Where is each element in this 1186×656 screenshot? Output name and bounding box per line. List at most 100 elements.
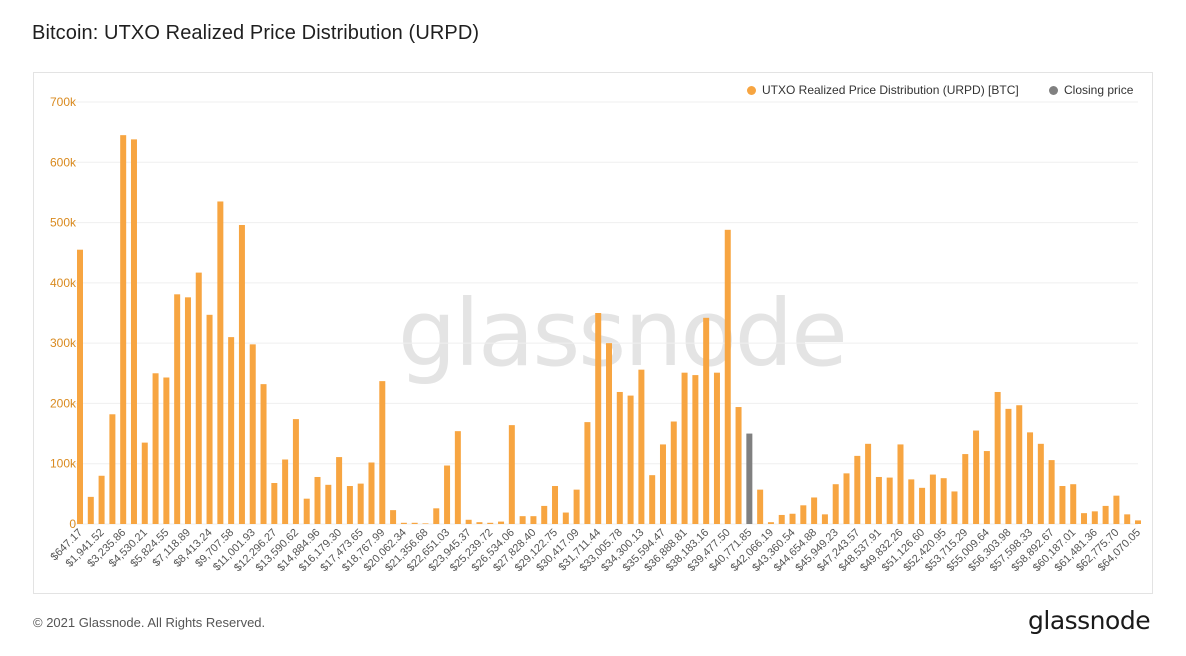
urpd-bar (400, 522, 407, 524)
urpd-bar (1102, 505, 1109, 524)
legend-item-urpd[interactable]: UTXO Realized Price Distribution (URPD) … (747, 83, 1019, 97)
urpd-bar (228, 337, 235, 524)
urpd-bar (260, 384, 267, 524)
urpd-bar (713, 372, 720, 524)
urpd-bar (1070, 484, 1077, 524)
urpd-bar (508, 425, 515, 524)
urpd-bar (832, 484, 839, 524)
urpd-bar (606, 343, 612, 524)
closing-price-bar (746, 433, 753, 524)
urpd-bar (519, 516, 526, 524)
urpd-bar (865, 443, 872, 524)
urpd-bar (659, 444, 666, 524)
urpd-bar (271, 483, 278, 524)
urpd-bar (379, 381, 386, 524)
urpd-bar (530, 516, 537, 524)
urpd-bar (476, 522, 483, 524)
y-tick-label: 300k (50, 336, 77, 350)
urpd-bar (195, 272, 202, 524)
urpd-bar (357, 483, 364, 524)
urpd-bar (854, 455, 861, 524)
urpd-bar (875, 476, 882, 524)
urpd-bar (789, 513, 796, 524)
urpd-bar (649, 475, 656, 524)
urpd-bar (109, 414, 116, 524)
urpd-bar (1048, 460, 1055, 524)
urpd-bar (1016, 405, 1023, 524)
urpd-bar (1059, 486, 1066, 524)
urpd-bar (886, 477, 893, 524)
urpd-bar (616, 391, 623, 524)
urpd-bar (487, 522, 494, 524)
urpd-bar (303, 498, 310, 524)
urpd-bar (368, 462, 375, 524)
urpd-bar (346, 486, 353, 524)
urpd-bar (811, 497, 818, 524)
urpd-bar (929, 474, 936, 524)
urpd-bar (821, 514, 828, 524)
urpd-bar (1081, 513, 1088, 524)
urpd-bar (498, 521, 505, 524)
urpd-bar (292, 419, 299, 524)
urpd-bar (454, 431, 461, 524)
urpd-bar (184, 297, 191, 524)
urpd-bar (282, 459, 289, 524)
copyright-footer: © 2021 Glassnode. All Rights Reserved. (33, 615, 266, 630)
urpd-bar (627, 395, 634, 524)
legend-item-closing-price[interactable]: Closing price (1049, 83, 1133, 97)
y-tick-label: 200k (50, 396, 77, 410)
urpd-bar (940, 478, 947, 524)
urpd-bar (919, 487, 926, 524)
urpd-bar (692, 375, 699, 524)
urpd-bar (77, 249, 83, 524)
urpd-bar (778, 514, 785, 524)
urpd-bar (206, 314, 213, 524)
y-tick-label: 0 (69, 517, 76, 531)
urpd-bar (681, 372, 688, 524)
urpd-bar (562, 512, 569, 524)
urpd-bar (638, 369, 645, 524)
urpd-bar (584, 422, 591, 524)
urpd-bar (724, 229, 731, 524)
urpd-bar (174, 294, 181, 524)
urpd-bar (757, 489, 764, 524)
legend-label-closing-price: Closing price (1064, 83, 1134, 97)
urpd-bar (1135, 520, 1141, 524)
legend-dot-urpd (747, 85, 756, 95)
urpd-bar (141, 442, 148, 524)
urpd-bar (238, 224, 245, 525)
urpd-bar (951, 491, 958, 524)
urpd-bar (670, 421, 677, 524)
urpd-bar (411, 522, 418, 524)
y-tick-label: 100k (50, 457, 77, 471)
urpd-bar (217, 201, 224, 524)
urpd-bar (767, 522, 774, 524)
urpd-bar (444, 465, 451, 524)
urpd-bar (465, 519, 472, 524)
urpd-bar (983, 451, 990, 524)
urpd-bar (336, 457, 343, 524)
y-tick-label: 400k (50, 276, 77, 290)
urpd-bar (98, 475, 105, 524)
urpd-bar (325, 484, 332, 524)
legend-label-urpd: UTXO Realized Price Distribution (URPD) … (762, 83, 1019, 97)
urpd-bar (1124, 514, 1131, 524)
urpd-bar (433, 508, 440, 524)
urpd-bar (541, 505, 548, 524)
y-tick-label: 600k (50, 155, 77, 169)
urpd-bar (552, 486, 559, 524)
urpd-bar (1091, 511, 1098, 524)
urpd-bar (390, 510, 397, 524)
urpd-bar (249, 344, 256, 524)
y-tick-label: 500k (50, 216, 77, 230)
urpd-bar (735, 407, 742, 524)
urpd-bar (1027, 432, 1034, 524)
urpd-bar (1037, 443, 1044, 524)
urpd-bar (87, 496, 94, 524)
urpd-bar (994, 391, 1001, 524)
urpd-bar (595, 313, 602, 524)
urpd-bar (703, 317, 710, 524)
urpd-bar (843, 473, 850, 524)
urpd-bar (908, 479, 915, 524)
